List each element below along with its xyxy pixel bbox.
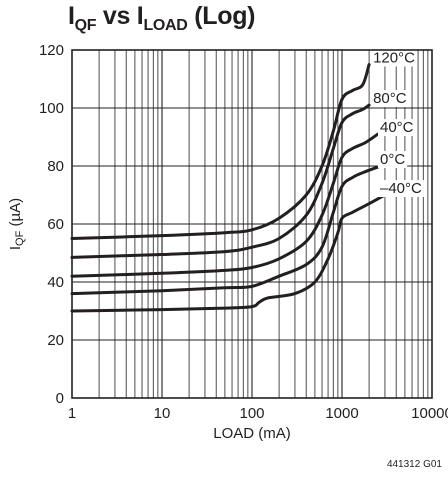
series-label-bg — [378, 119, 416, 137]
figure-code: 441312 G01 — [386, 459, 442, 470]
x-tick-label: 1 — [68, 405, 76, 422]
grid — [72, 50, 432, 398]
series-label-bg — [371, 90, 409, 108]
series-line-2 — [70, 132, 380, 278]
series-label: 0°C — [380, 151, 405, 168]
series-label: 120°C — [373, 50, 415, 67]
y-tick-label: 0 — [56, 390, 64, 407]
series-line-3 — [70, 164, 383, 296]
x-tick-label: 10 — [154, 405, 171, 422]
series-label-bg — [371, 49, 417, 67]
y-tick-label: 20 — [47, 332, 64, 349]
x-tick-label: 1000 — [325, 405, 358, 422]
series-line-1 — [70, 103, 371, 259]
chart-title: IQF vs ILOAD (Log) — [68, 2, 256, 34]
series-label-bg — [378, 151, 408, 168]
series-label-bg — [378, 180, 424, 197]
x-tick-label: 100 — [239, 405, 264, 422]
y-tick-label: 60 — [47, 216, 64, 233]
plot-frame — [71, 49, 433, 399]
y-tick-label: 80 — [47, 158, 64, 175]
series-label: –40°C — [380, 180, 422, 197]
y-tick-label: 40 — [47, 274, 64, 291]
series-labels: 120°C 80°C 40°C 0°C –40°C — [371, 49, 424, 197]
x-axis-label: LOAD (mA) — [213, 425, 291, 442]
y-tick-label: 120 — [39, 42, 64, 59]
series-line-0 — [70, 63, 371, 240]
series-label: 80°C — [373, 90, 407, 107]
y-tick-label: 100 — [39, 100, 64, 117]
y-axis-label: IQF (µA) — [7, 198, 26, 250]
series-label: 40°C — [380, 119, 414, 136]
series-lines — [70, 63, 387, 313]
series-line-4 — [70, 193, 387, 313]
